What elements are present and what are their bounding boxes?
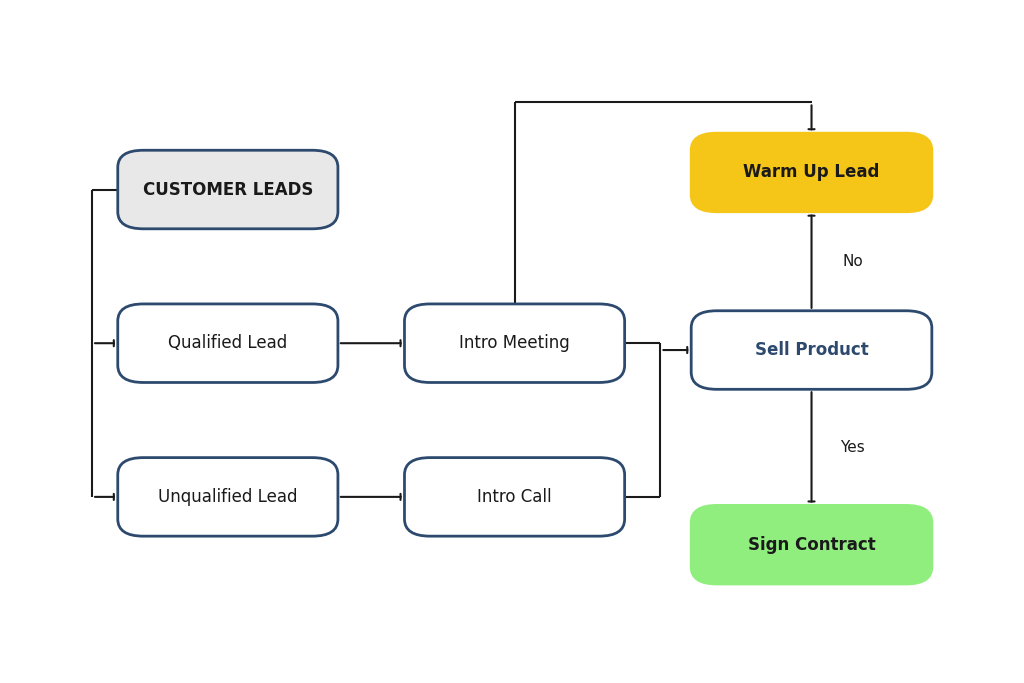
Text: Unqualified Lead: Unqualified Lead (158, 488, 298, 506)
Text: Yes: Yes (840, 440, 865, 455)
Text: Warm Up Lead: Warm Up Lead (743, 163, 880, 182)
FancyBboxPatch shape (691, 133, 932, 212)
Text: Sign Contract: Sign Contract (748, 535, 876, 554)
FancyBboxPatch shape (404, 458, 625, 536)
Text: CUSTOMER LEADS: CUSTOMER LEADS (142, 180, 313, 199)
FancyBboxPatch shape (691, 311, 932, 389)
Text: No: No (842, 254, 863, 268)
FancyBboxPatch shape (118, 304, 338, 382)
Text: Intro Call: Intro Call (477, 488, 552, 506)
FancyBboxPatch shape (691, 505, 932, 584)
FancyBboxPatch shape (404, 304, 625, 382)
FancyBboxPatch shape (118, 150, 338, 229)
FancyBboxPatch shape (118, 458, 338, 536)
Text: Sell Product: Sell Product (755, 341, 868, 359)
Text: Intro Meeting: Intro Meeting (459, 334, 570, 352)
Text: Qualified Lead: Qualified Lead (168, 334, 288, 352)
